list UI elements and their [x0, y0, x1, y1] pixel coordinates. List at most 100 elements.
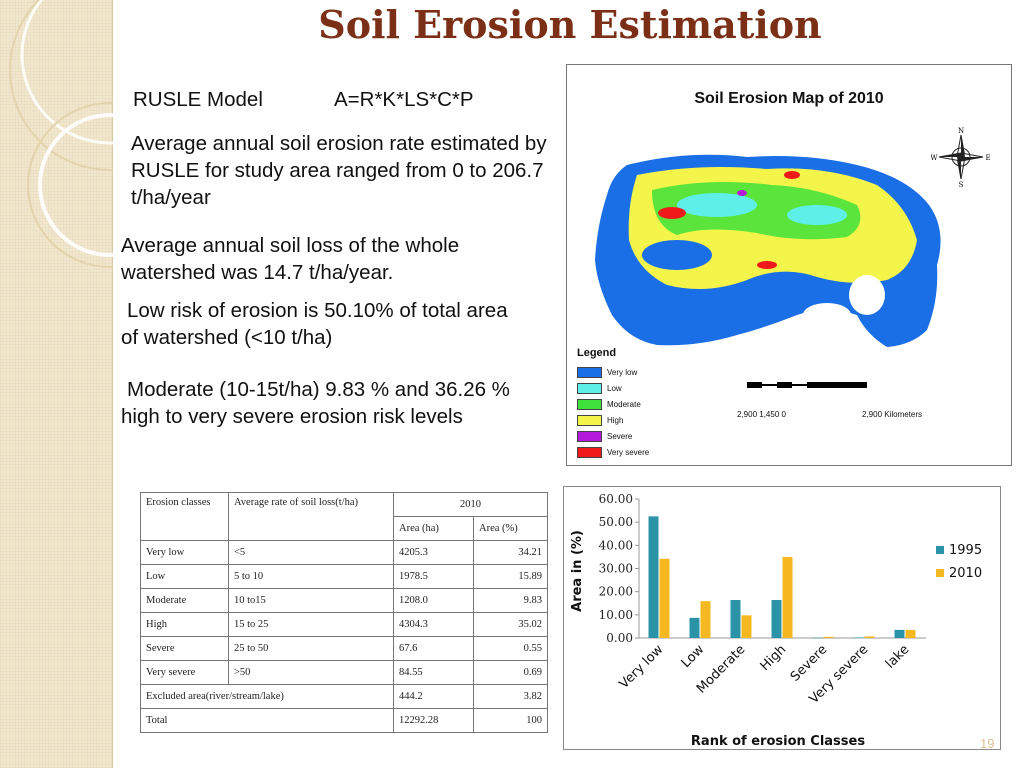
cell-area-pct: 0.55 [473, 636, 548, 661]
table-row-excluded: Excluded area(river/stream/lake) 444.2 3… [140, 684, 548, 709]
rusle-model-label: RUSLE Model [133, 88, 263, 111]
x-axis-label: Rank of erosion Classes [691, 734, 865, 749]
y-axis-label: Area in (%) [570, 530, 585, 612]
cell-area-ha: 1208.0 [393, 588, 474, 613]
scale-unit: 2,900 Kilometers [862, 410, 923, 419]
y-tick-label: 20.00 [599, 585, 633, 599]
cell-average-rate: 25 to 50 [228, 636, 394, 661]
area-bar-chart: 0.00 10.00 20.00 30.00 40.00 50.00 60.00 Very l… [563, 486, 1001, 750]
cell-area-ha: 4205.3 [393, 540, 474, 565]
legend-swatch [577, 446, 602, 458]
bar-2010-severe [823, 636, 834, 638]
excluded-label: Excluded area(river/stream/lake) [140, 684, 394, 709]
cell-area-pct: 15.89 [473, 564, 548, 589]
header-area-ha: Area (ha) [393, 516, 474, 541]
y-tick-label: 50.00 [599, 515, 633, 529]
cell-erosion-class: Low [140, 564, 229, 589]
legend-item: Moderate [577, 397, 641, 411]
table-row: Very low <5 4205.3 34.21 [140, 540, 548, 565]
bar-1995-high [771, 600, 782, 638]
cell-erosion-class: Severe [140, 636, 229, 661]
cell-average-rate: 15 to 25 [228, 612, 394, 637]
x-tick-label: Very low [617, 642, 667, 692]
legend-title: Legend [577, 347, 617, 359]
bar-1995-lake [894, 629, 905, 638]
table-row: Moderate 10 to15 1208.0 9.83 [140, 588, 548, 613]
x-tick-label: Low [679, 642, 708, 671]
bar-2010-lake [905, 629, 916, 638]
cell-area-pct: 9.83 [473, 588, 548, 613]
slide-title: Soil Erosion Estimation [318, 2, 822, 47]
total-label: Total [140, 708, 394, 733]
table-header-row: Erosion classes Average rate of soil los… [140, 492, 548, 541]
bar-2010-very-low [659, 558, 670, 638]
x-tick-label: lake [883, 642, 912, 671]
cell-area-pct: 34.21 [473, 540, 548, 565]
rusle-equation: A=R*K*LS*C*P [334, 88, 474, 111]
sidebar-circles-decoration [9, 0, 211, 268]
cell-average-rate: <5 [228, 540, 394, 565]
cell-area-ha: 1978.5 [393, 564, 474, 589]
excluded-area-ha: 444.2 [393, 684, 474, 709]
header-year: 2010 [393, 492, 548, 517]
legend-swatch [577, 430, 602, 442]
cell-area-pct: 0.69 [473, 660, 548, 685]
excluded-area-pct: 3.82 [473, 684, 548, 709]
legend-swatch-2010 [936, 569, 944, 577]
page-number: 19 [980, 736, 995, 751]
bar-1995-moderate [730, 600, 741, 638]
legend-item: Low [577, 381, 622, 395]
chart-legend-label: 2010 [949, 566, 982, 581]
table-row: High 15 to 25 4304.3 35.02 [140, 612, 548, 637]
watershed-map-drawing [595, 154, 941, 388]
legend-label: Moderate [607, 399, 641, 409]
table-subheader-row: Area (ha) Area (%) [141, 516, 548, 541]
legend-item: Very severe [577, 445, 649, 459]
header-area-pct: Area (%) [473, 516, 548, 541]
bar-2010-very-severe [864, 636, 875, 638]
bar-1995-very-severe [853, 637, 864, 639]
legend-swatch [577, 398, 602, 410]
cell-area-ha: 67.6 [393, 636, 474, 661]
bar-2010-moderate [741, 615, 752, 638]
legend-item: Severe [577, 429, 632, 443]
cell-erosion-class: High [140, 612, 229, 637]
cell-erosion-class: Very low [140, 540, 229, 565]
legend-swatch [577, 382, 602, 394]
soil-erosion-map: Soil Erosion Map of 2010 N S E W Legend … [566, 64, 1012, 466]
cell-average-rate: 10 to15 [228, 588, 394, 613]
cell-average-rate: 5 to 10 [228, 564, 394, 589]
cell-erosion-class: Moderate [140, 588, 229, 613]
map-title: Soil Erosion Map of 2010 [694, 90, 884, 107]
bar-2010-low [700, 601, 711, 638]
compass-n: N [958, 127, 964, 135]
paragraph-moderate-high: Moderate (10-15t/ha) 9.83 % and 36.26 % … [121, 378, 510, 428]
bar-1995-severe [812, 637, 823, 639]
cell-average-rate: >50 [228, 660, 394, 685]
total-area-pct: 100 [473, 708, 548, 733]
table-row-total: Total 12292.28 100 [140, 708, 548, 733]
cell-area-ha: 84.55 [393, 660, 474, 685]
paragraph-erosion-rate: Average annual soil erosion rate estimat… [131, 132, 547, 209]
legend-item: Very low [577, 365, 637, 379]
y-tick-label: 60.00 [599, 492, 633, 506]
erosion-classes-table: Erosion classes Average rate of soil los… [140, 492, 548, 733]
y-tick-label: 40.00 [599, 538, 633, 552]
total-area-ha: 12292.28 [393, 708, 474, 733]
compass-icon: N S E W [931, 127, 991, 187]
cell-erosion-class: Very severe [140, 660, 229, 685]
x-tick-label: High [758, 642, 790, 674]
bar-1995-low [689, 617, 700, 638]
paragraph-low-risk: Low risk of erosion is 50.10% of total a… [121, 299, 508, 349]
y-tick-label: 10.00 [599, 608, 633, 622]
cell-area-pct: 35.02 [473, 612, 548, 637]
bar-1995-very-low [648, 516, 659, 638]
scale-numbers: 2,900 1,450 0 [737, 410, 786, 419]
paragraph-soil-loss: Average annual soil loss of the whole wa… [121, 234, 460, 284]
legend-label: Very severe [607, 447, 650, 457]
table-row: Very severe >50 84.55 0.69 [140, 660, 548, 685]
legend-label: Very low [607, 367, 638, 377]
legend-swatch [577, 414, 602, 426]
legend-swatch [577, 366, 602, 378]
y-tick-label: 30.00 [599, 562, 633, 576]
